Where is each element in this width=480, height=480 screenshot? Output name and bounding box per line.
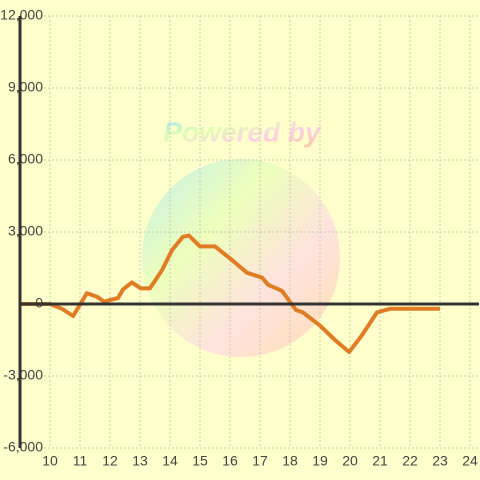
- x-tick-label: 21: [372, 453, 388, 469]
- x-tick-label: 22: [402, 453, 418, 469]
- y-tick-label: 9,000: [8, 79, 43, 95]
- x-tick-label: 24: [462, 453, 478, 469]
- x-tick-label: 17: [252, 453, 268, 469]
- x-tick-label: 14: [162, 453, 178, 469]
- y-tick-label: 6,000: [8, 151, 43, 167]
- watermark-logo: [142, 159, 340, 357]
- y-tick-label: -3,000: [3, 367, 43, 383]
- x-tick-label: 19: [312, 453, 328, 469]
- y-tick-label: -6,000: [3, 439, 43, 455]
- data-line: [20, 233, 440, 354]
- x-tick-label: 20: [342, 453, 358, 469]
- y-tick-label: 3,000: [8, 223, 43, 239]
- x-tick-label: 18: [282, 453, 298, 469]
- watermark: Powered by: [163, 116, 322, 147]
- y-tick-label: 12,000: [0, 7, 43, 23]
- x-tick-label: 10: [42, 453, 58, 469]
- x-tick-label: 23: [432, 453, 448, 469]
- x-tick-label: 16: [222, 453, 238, 469]
- plot: [20, 233, 440, 354]
- grid: [20, 15, 479, 449]
- x-tick-label: 12: [102, 453, 118, 469]
- x-tick-label: 13: [132, 453, 148, 469]
- x-tick-label: 15: [192, 453, 208, 469]
- x-tick-label: 11: [73, 453, 88, 469]
